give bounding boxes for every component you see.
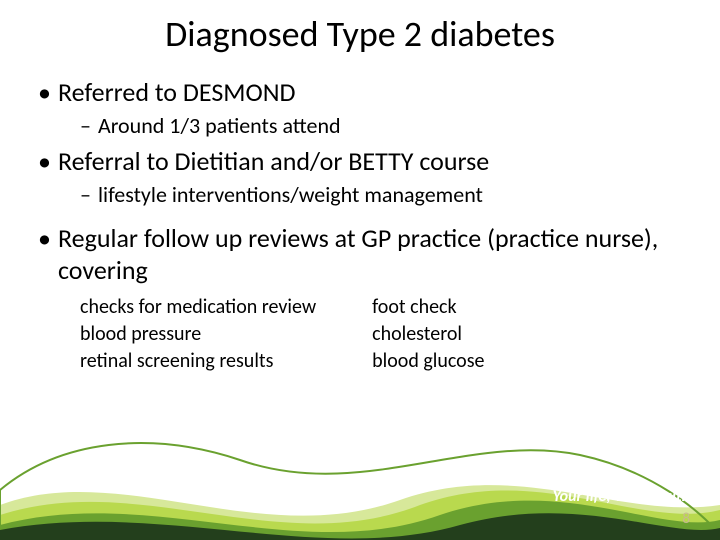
bullet-dash-icon: – [80, 112, 98, 139]
bullet-dot-icon: • [38, 76, 58, 108]
subbullet-text: Around 1/3 patients attend [98, 112, 341, 139]
bullet-item: • Referred to DESMOND [38, 76, 682, 108]
decorative-waves [0, 400, 720, 540]
columns: checks for medication review blood press… [80, 294, 682, 375]
footer-tagline: Your life, Your health [553, 487, 690, 506]
col-item: cholesterol [372, 321, 484, 348]
subbullet-text: lifestyle interventions/weight managemen… [98, 181, 483, 208]
col-item: blood pressure [80, 321, 316, 348]
bullet-dot-icon: • [38, 145, 58, 177]
bullet-item: • Regular follow up reviews at GP practi… [38, 222, 682, 286]
col-item: checks for medication review [80, 294, 316, 321]
page-number: 8 [682, 510, 690, 528]
slide: Diagnosed Type 2 diabetes • Referred to … [0, 0, 720, 540]
col-item: foot check [372, 294, 484, 321]
bullet-dot-icon: • [38, 222, 58, 286]
subbullet-item: – lifestyle interventions/weight managem… [80, 181, 682, 208]
bullet-text: Referred to DESMOND [58, 76, 296, 108]
bullet-text: Referral to Dietitian and/or BETTY cours… [58, 145, 489, 177]
col-item: blood glucose [372, 348, 484, 375]
slide-body: • Referred to DESMOND – Around 1/3 patie… [38, 70, 682, 375]
subbullet-item: – Around 1/3 patients attend [80, 112, 682, 139]
column-left: checks for medication review blood press… [80, 294, 316, 375]
column-right: foot check cholesterol blood glucose [372, 294, 484, 375]
slide-title: Diagnosed Type 2 diabetes [0, 12, 720, 56]
bullet-dash-icon: – [80, 181, 98, 208]
bullet-text: Regular follow up reviews at GP practice… [58, 222, 682, 286]
col-item: retinal screening results [80, 348, 316, 375]
bullet-item: • Referral to Dietitian and/or BETTY cou… [38, 145, 682, 177]
